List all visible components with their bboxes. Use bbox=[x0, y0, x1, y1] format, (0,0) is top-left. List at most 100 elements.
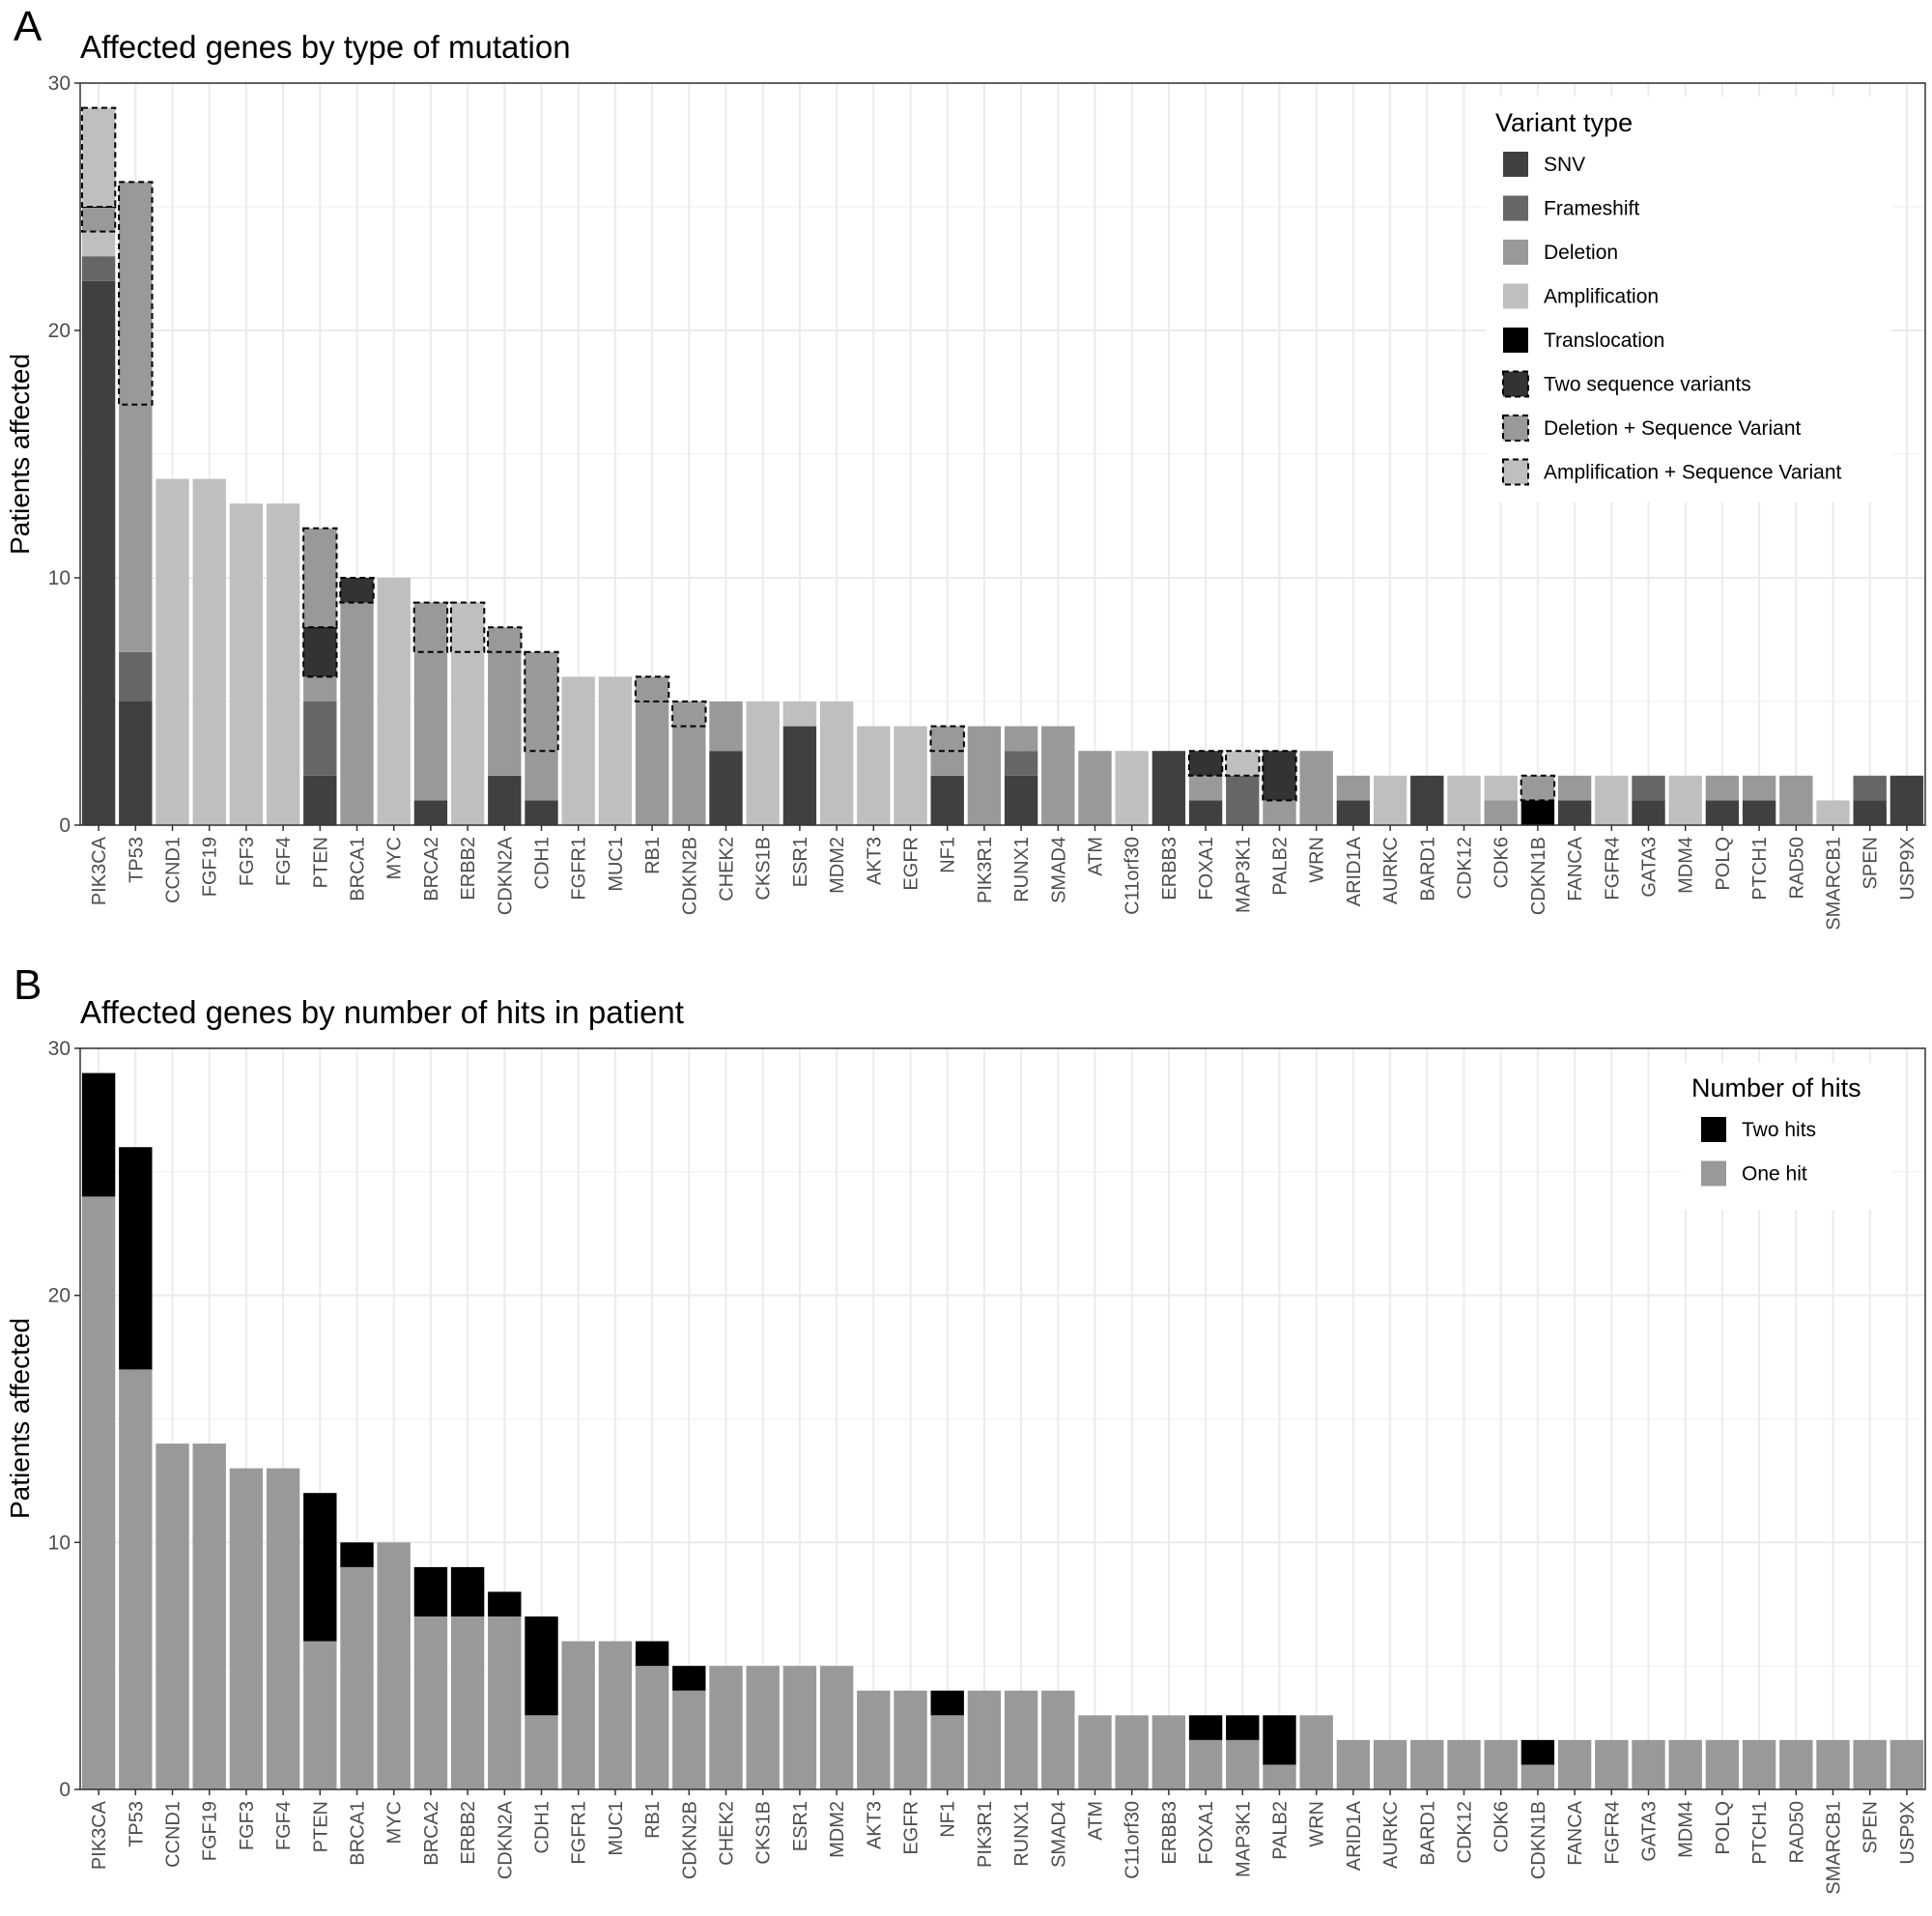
panel-a-legend-key-frameshift bbox=[1503, 195, 1528, 221]
panel-a-x-tick-label-atm: ATM bbox=[1086, 837, 1107, 876]
panel-a-bar-deletion-sequence-variant-cdkn2a bbox=[487, 626, 523, 653]
panel-b-legend-label-two-hits: Two hits bbox=[1742, 1119, 1816, 1141]
panel-b-y-tick-label: 0 bbox=[59, 1779, 71, 1801]
panel-b-x-tick-label-pten: PTEN bbox=[310, 1801, 331, 1852]
panel-b-bar-one-hit-cdk6 bbox=[1484, 1739, 1518, 1789]
panel-b-x-tick-label-erbb2: ERBB2 bbox=[458, 1801, 479, 1865]
panel-a-bar-deletion-pten bbox=[303, 676, 337, 701]
panel-a-bar-snv-foxa1 bbox=[1188, 800, 1223, 825]
panel-a-x-tick-label-cdk12: CDK12 bbox=[1455, 837, 1476, 899]
panel-a-bar-snv-usp9x bbox=[1889, 775, 1924, 825]
panel-a-legend-key-two-sequence-variants bbox=[1502, 370, 1529, 398]
panel-b-legend-key-two-hits bbox=[1701, 1117, 1726, 1142]
panel-b-bar-one-hit-pten bbox=[303, 1641, 337, 1789]
panel-a-legend-key-amplification bbox=[1503, 283, 1528, 309]
panel-a-x-tick-label-runx1: RUNX1 bbox=[1011, 837, 1033, 902]
panel-b-bar-one-hit-fgf4 bbox=[266, 1468, 300, 1789]
panel-a-x-tick-label-cdkn1b: CDKN1B bbox=[1528, 837, 1549, 915]
panel-b-bar-one-hit-cdkn2a bbox=[488, 1616, 522, 1789]
panel-b-x-tick-label-aurkc: AURKC bbox=[1380, 1801, 1402, 1869]
panel-a-x-tick-label-bard1: BARD1 bbox=[1417, 837, 1438, 901]
panel-b-bar-one-hit-egfr bbox=[894, 1690, 927, 1789]
panel-b-x-tick-label-c11orf30: C11orf30 bbox=[1122, 1801, 1144, 1879]
panel-a-legend-label-two-sequence-variants: Two sequence variants bbox=[1544, 374, 1751, 396]
panel-b-x-tick-label-cdkn1b: CDKN1B bbox=[1528, 1801, 1549, 1879]
panel-a-bar-deletion-cdkn2b bbox=[672, 726, 706, 825]
panel-a-bar-snv-nf1 bbox=[930, 775, 964, 825]
panel-b-x-tick-label-chek2: CHEK2 bbox=[717, 1801, 738, 1866]
panel-a-x-tick-label-pik3r1: PIK3R1 bbox=[975, 837, 996, 903]
panel-b-bar-two-hits-nf1 bbox=[930, 1690, 964, 1716]
panel-b-y-axis-title: Patients affected bbox=[5, 1318, 35, 1519]
panel-a-bar-deletion-tp53 bbox=[119, 404, 153, 652]
panel-a-y-tick-label: 0 bbox=[59, 815, 71, 837]
panel-b-x-tick-label-wrn: WRN bbox=[1307, 1801, 1328, 1847]
panel-b: B Affected genes by number of hits in pa… bbox=[5, 961, 1926, 1895]
panel-a-x-tick-label-brca1: BRCA1 bbox=[348, 837, 369, 901]
panel-b-bar-two-hits-cdkn2b bbox=[672, 1666, 706, 1691]
panel-b-bar-one-hit-ccnd1 bbox=[156, 1444, 189, 1789]
panel-a-bar-deletion-sequence-variant-rb1 bbox=[634, 675, 670, 703]
panel-b-bar-one-hit-fanca bbox=[1557, 1739, 1592, 1789]
panel-a-x-tick-label-c11orf30: C11orf30 bbox=[1122, 837, 1144, 915]
panel-a-x-tick-label-mdm4: MDM4 bbox=[1676, 837, 1697, 894]
panel-b-x-tick-label-gata3: GATA3 bbox=[1639, 1801, 1661, 1862]
panel-b-x-tick-label-fgf3: FGF3 bbox=[237, 1801, 258, 1850]
panel-b-bar-one-hit-cdkn2b bbox=[672, 1690, 706, 1789]
panel-a-bar-frameshift-map3k1 bbox=[1226, 775, 1260, 825]
panel-a-legend-label-frameshift: Frameshift bbox=[1544, 198, 1639, 220]
panel-b-x-tick-label-cks1b: CKS1B bbox=[753, 1801, 775, 1865]
panel-b-x-tick-label-polq: POLQ bbox=[1713, 1801, 1734, 1855]
panel-a-bar-snv-arid1a bbox=[1336, 800, 1371, 825]
panel-b-bar-two-hits-erbb2 bbox=[450, 1566, 485, 1617]
panel-b-bar-one-hit-c11orf30 bbox=[1115, 1715, 1149, 1789]
panel-b-bar-two-hits-cdkn2a bbox=[488, 1591, 522, 1617]
panel-a-bar-two-sequence-variants-foxa1 bbox=[1187, 750, 1224, 777]
panel-a-x-tick-label-cdh1: CDH1 bbox=[532, 837, 554, 889]
panel-b-bar-one-hit-nf1 bbox=[930, 1715, 964, 1789]
panel-a-bar-amplification-egfr bbox=[894, 726, 927, 825]
panel-a-bar-deletion-polq bbox=[1705, 775, 1740, 801]
panel-b-x-tick-label-pik3ca: PIK3CA bbox=[89, 1800, 110, 1870]
panel-a-legend-label-amplification: Amplification bbox=[1544, 286, 1659, 308]
panel-b-x-tick-label-rad50: RAD50 bbox=[1786, 1801, 1807, 1863]
panel-a-bar-snv-tp53 bbox=[119, 701, 153, 825]
panel-a-bar-amplification-cdk6 bbox=[1484, 775, 1518, 801]
panel-b-x-tick-label-smarcb1: SMARCB1 bbox=[1824, 1801, 1845, 1895]
panel-a-x-tick-label-cks1b: CKS1B bbox=[753, 837, 775, 901]
panel-a-x-tick-label-wrn: WRN bbox=[1307, 837, 1328, 883]
panel-b-x-tick-label-ptch1: PTCH1 bbox=[1749, 1801, 1771, 1865]
panel-a-y-tick-label: 10 bbox=[48, 567, 71, 589]
panel-b-letter: B bbox=[14, 961, 42, 1009]
panel-b-x-tick-label-mdm2: MDM2 bbox=[827, 1801, 848, 1858]
panel-b-x-tick-label-foxa1: FOXA1 bbox=[1196, 1801, 1217, 1865]
panel-a-bar-deletion-sequence-variant-brca2 bbox=[412, 601, 449, 653]
panel-b-plot-border bbox=[79, 1047, 1926, 1790]
panel-b-bar-one-hit-mdm4 bbox=[1668, 1739, 1702, 1789]
panel-a-bar-amplification-fgf3 bbox=[229, 503, 264, 825]
panel-a-legend-key-deletion-sequence-variant bbox=[1502, 415, 1529, 442]
panel-a-y-tick-label: 30 bbox=[48, 72, 71, 95]
panel-a-x-tick-label-usp9x: USP9X bbox=[1897, 837, 1918, 901]
panel-a-bar-amplification-ccnd1 bbox=[156, 478, 189, 825]
panel-b-bar-one-hit-smad4 bbox=[1041, 1690, 1075, 1789]
panel-a-bar-deletion-chek2 bbox=[709, 701, 743, 752]
panel-a-bar-amplification-sequence-variant-erbb2 bbox=[449, 601, 486, 653]
panel-b-x-tick-label-brca2: BRCA2 bbox=[421, 1801, 442, 1866]
panel-a-bar-deletion-sequence-variant-cdh1 bbox=[524, 650, 559, 753]
panel-a-x-tick-label-fanca: FANCA bbox=[1565, 836, 1586, 901]
panel-b-bar-two-hits-palb2 bbox=[1263, 1715, 1296, 1765]
panel-a-legend-label-amplification-sequence-variant: Amplification + Sequence Variant bbox=[1544, 462, 1842, 484]
panel-a-x-tick-label-aurkc: AURKC bbox=[1380, 837, 1402, 904]
panel-b-x-tick-label-esr1: ESR1 bbox=[790, 1801, 811, 1851]
panel-b-bar-one-hit-bard1 bbox=[1410, 1739, 1444, 1789]
panel-a-bar-deletion-nf1 bbox=[930, 751, 964, 776]
panel-a-x-tick-label-erbb3: ERBB3 bbox=[1159, 837, 1180, 901]
panel-a-x-tick-label-cdkn2b: CDKN2B bbox=[679, 837, 700, 915]
panel-a-bar-deletion-arid1a bbox=[1336, 775, 1371, 801]
panel-a-legend-label-translocation: Translocation bbox=[1544, 329, 1664, 352]
panel-a-bar-deletion-sequence-variant-pten bbox=[302, 527, 338, 629]
panel-b-bar-two-hits-tp53 bbox=[119, 1147, 153, 1370]
panel-a-x-tick-label-arid1a: ARID1A bbox=[1344, 836, 1365, 906]
panel-a-bar-deletion-runx1 bbox=[1004, 726, 1038, 752]
